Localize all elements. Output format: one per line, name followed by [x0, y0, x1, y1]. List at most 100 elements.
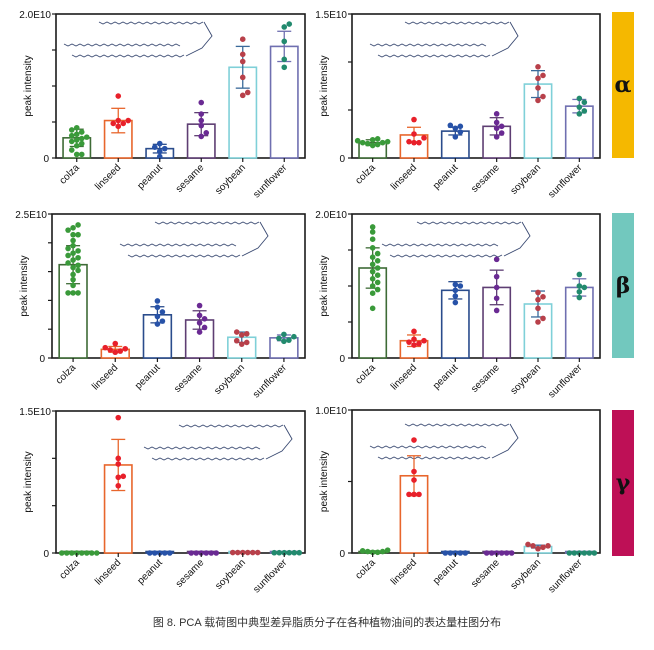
- data-point-linseed: [117, 348, 124, 354]
- data-point-colza: [70, 242, 76, 249]
- data-point-soybean: [244, 549, 251, 556]
- data-point-sunflower: [271, 549, 278, 556]
- y-axis-label: peak intensity: [319, 451, 330, 512]
- plot-frame: [55, 13, 306, 159]
- data-point-colza: [73, 137, 80, 143]
- x-tick-label: sesame: [172, 362, 205, 395]
- lipid-structure-icon: [63, 21, 213, 58]
- data-point-linseed: [115, 414, 122, 421]
- data-point-colza: [364, 548, 371, 555]
- lipid-structure-icon: [369, 423, 519, 460]
- data-point-peanut: [457, 283, 464, 289]
- data-point-soybean: [530, 543, 536, 549]
- data-point-soybean: [535, 64, 541, 70]
- glycerol-backbone: [185, 21, 213, 57]
- x-tick-label: colza: [54, 362, 79, 387]
- data-point-colza: [83, 134, 90, 140]
- lipid-structure-icon: [369, 21, 519, 58]
- data-point-colza: [374, 272, 381, 279]
- y-axis-label: peak intensity: [23, 451, 34, 512]
- data-point-colza: [379, 548, 386, 555]
- data-point-sesame: [201, 324, 208, 331]
- data-point-colza: [65, 290, 71, 296]
- fatty-acid-chain: [178, 424, 284, 428]
- data-point-sunflower: [586, 550, 593, 556]
- bar-sunflower: [269, 45, 299, 159]
- glycerol-backbone: [491, 21, 519, 57]
- data-point-linseed: [110, 120, 117, 127]
- data-point-linseed: [115, 455, 122, 462]
- x-tick-label: soybean: [509, 557, 544, 592]
- data-point-soybean: [239, 92, 246, 99]
- fatty-acid-chain: [71, 54, 185, 58]
- data-point-sesame: [203, 550, 210, 556]
- data-point-sesame: [198, 117, 205, 124]
- x-tick-label: soybean: [509, 162, 544, 197]
- lipid-structure-icon: [143, 424, 293, 461]
- data-point-sunflower: [276, 549, 283, 556]
- data-point-peanut: [452, 293, 459, 299]
- data-point-sunflower: [286, 21, 293, 27]
- data-point-colza: [359, 548, 366, 554]
- data-point-soybean: [244, 89, 251, 96]
- figure-caption: 图 8. PCA 载荷图中典型差异脂质分子在各种植物油间的表达量柱图分布: [152, 617, 502, 629]
- data-point-colza: [70, 231, 76, 238]
- x-tick-label: colza: [353, 162, 378, 187]
- data-point-sunflower: [296, 549, 303, 556]
- x-tick-label: peanut: [431, 362, 461, 392]
- data-point-sunflower: [576, 294, 583, 301]
- y-axis-label: peak intensity: [23, 55, 34, 116]
- data-point-sunflower: [576, 104, 583, 110]
- data-point-colza: [65, 252, 71, 259]
- data-point-sunflower: [291, 333, 297, 340]
- data-point-colza: [78, 140, 85, 147]
- data-point-colza: [68, 147, 75, 153]
- x-tick-label: linseed: [389, 557, 419, 587]
- data-point-sunflower: [291, 549, 298, 556]
- data-point-peanut: [156, 148, 163, 155]
- data-point-soybean: [233, 337, 240, 344]
- data-point-sesame: [493, 111, 500, 117]
- data-point-peanut: [452, 287, 459, 294]
- data-point-colza: [369, 261, 376, 268]
- data-point-linseed: [411, 139, 417, 146]
- data-point-peanut: [154, 313, 161, 320]
- data-point-sunflower: [576, 271, 583, 278]
- data-point-sesame: [196, 320, 203, 326]
- y-tick-label: 2.0E10: [315, 210, 347, 221]
- data-point-colza: [68, 127, 75, 133]
- fatty-acid-chain: [119, 243, 237, 247]
- data-point-linseed: [112, 340, 119, 347]
- data-point-linseed: [416, 340, 422, 347]
- data-point-peanut: [156, 153, 163, 160]
- data-point-colza: [58, 550, 65, 556]
- y-tick-label: 2.0E10: [19, 10, 51, 21]
- data-point-sesame: [488, 550, 495, 556]
- data-point-linseed: [125, 117, 132, 124]
- data-point-linseed: [120, 120, 127, 127]
- data-point-soybean: [229, 549, 236, 556]
- group-label-alpha: α: [614, 72, 632, 98]
- lipid-structure-icon: [381, 221, 531, 258]
- data-point-peanut: [462, 550, 469, 556]
- data-point-sesame: [198, 133, 205, 140]
- data-point-soybean: [540, 544, 546, 551]
- data-point-soybean: [540, 93, 546, 100]
- fatty-acid-chain: [98, 21, 204, 25]
- fatty-acid-chain: [63, 43, 181, 47]
- data-point-sunflower: [576, 288, 583, 295]
- data-point-colza: [384, 138, 391, 145]
- plot-frame: [351, 409, 601, 554]
- data-point-colza: [68, 138, 75, 145]
- data-point-linseed: [115, 474, 122, 481]
- data-point-linseed: [112, 349, 119, 356]
- data-point-peanut: [161, 550, 168, 556]
- fatty-acid-chain: [377, 54, 491, 58]
- x-tick-label: soybean: [212, 362, 247, 397]
- x-tick-label: sunflower: [251, 362, 290, 401]
- x-tick-label: peanut: [431, 162, 461, 192]
- data-point-linseed: [115, 123, 122, 130]
- data-point-sesame: [196, 312, 203, 319]
